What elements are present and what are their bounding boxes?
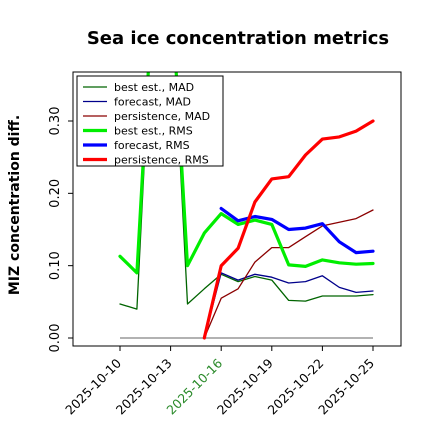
plot-series-group [118, 72, 375, 340]
legend-label-1: forecast, MAD [114, 96, 191, 109]
chart-title: Sea ice concentration metrics [87, 28, 389, 49]
legend-label-2: persistence, MAD [114, 110, 210, 123]
series-line-5 [202, 119, 375, 340]
y-tick-label-0: 0.00 [48, 324, 63, 353]
y-tick-label-1: 0.10 [48, 251, 63, 280]
plot-frame [72, 71, 402, 347]
legend-label-3: best est., RMS [114, 125, 193, 138]
y-axis-label: MIZ concentration diff. [7, 115, 23, 295]
series-line-2 [203, 209, 374, 339]
legend-label-0: best est., MAD [114, 81, 194, 94]
y-tick-label-3: 0.30 [48, 107, 63, 136]
series-line-0 [119, 72, 374, 310]
plot-area: 0.000.100.200.302025-10-102025-10-132025… [48, 71, 402, 417]
y-tick-label-2: 0.20 [48, 179, 63, 208]
legend-label-4: forecast, RMS [114, 139, 190, 152]
legend-label-5: persistence, RMS [114, 154, 209, 167]
series-line-4 [219, 206, 375, 255]
series-line-1 [203, 272, 374, 339]
legend-box [76, 75, 224, 167]
